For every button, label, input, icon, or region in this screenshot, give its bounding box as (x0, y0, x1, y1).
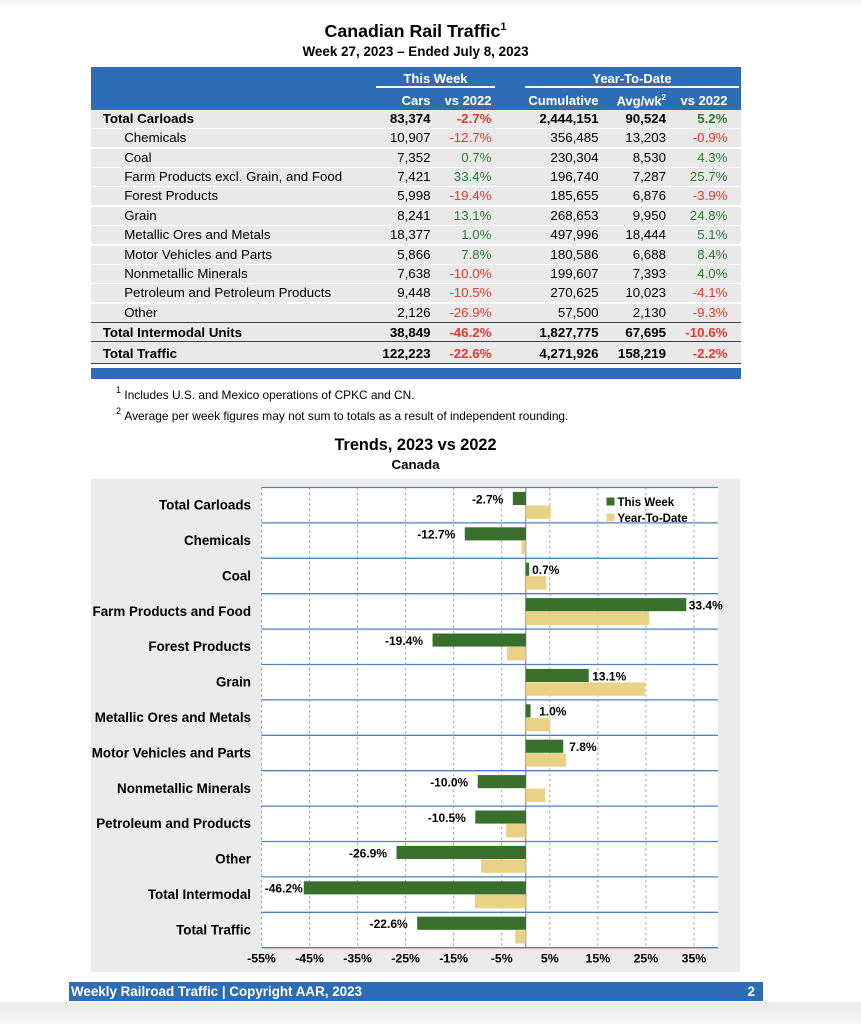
svg-text:-19.4%: -19.4% (385, 633, 423, 647)
svg-text:-22.6%: -22.6% (370, 917, 408, 931)
svg-text:-5%: -5% (491, 951, 513, 965)
svg-text:-10.0%: -10.0% (430, 775, 468, 789)
svg-text:0.7%: 0.7% (532, 563, 560, 577)
svg-text:Metallic Ores and Metals: Metallic Ores and Metals (95, 710, 251, 725)
svg-text:Year-To-Date: Year-To-Date (618, 513, 688, 525)
svg-text:13.1%: 13.1% (592, 669, 626, 683)
svg-text:Petroleum and Products: Petroleum and Products (96, 816, 251, 831)
svg-text:Nonmetallic Minerals: Nonmetallic Minerals (117, 780, 251, 795)
svg-text:Total Carloads: Total Carloads (159, 497, 251, 512)
svg-text:Coal: Coal (222, 568, 251, 583)
svg-text:-15%: -15% (439, 951, 468, 965)
svg-text:This Week: This Week (618, 497, 675, 509)
svg-text:-2.7%: -2.7% (472, 492, 504, 506)
svg-text:-26.9%: -26.9% (349, 846, 387, 860)
svg-text:Forest Products: Forest Products (148, 639, 251, 654)
svg-text:1.0%: 1.0% (539, 704, 567, 718)
svg-text:-55%: -55% (247, 951, 276, 965)
svg-text:Total Intermodal: Total Intermodal (148, 887, 251, 902)
svg-text:-46.2%: -46.2% (265, 881, 303, 895)
svg-text:Chemicals: Chemicals (184, 533, 251, 548)
svg-text:Farm Products and Food: Farm Products and Food (93, 603, 251, 618)
svg-text:15%: 15% (586, 951, 611, 965)
svg-text:-25%: -25% (391, 951, 420, 965)
svg-text:Total Traffic: Total Traffic (176, 922, 251, 937)
svg-text:-35%: -35% (343, 951, 372, 965)
svg-text:Other: Other (215, 851, 252, 866)
svg-text:25%: 25% (634, 951, 659, 965)
svg-text:Grain: Grain (216, 674, 251, 689)
svg-text:Motor Vehicles and Parts: Motor Vehicles and Parts (92, 745, 251, 760)
svg-text:35%: 35% (682, 951, 707, 965)
svg-text:7.8%: 7.8% (569, 740, 597, 754)
svg-text:-10.5%: -10.5% (428, 810, 466, 824)
svg-text:33.4%: 33.4% (689, 598, 723, 612)
svg-text:-12.7%: -12.7% (417, 527, 455, 541)
svg-text:5%: 5% (541, 951, 559, 965)
svg-text:-45%: -45% (295, 951, 324, 965)
